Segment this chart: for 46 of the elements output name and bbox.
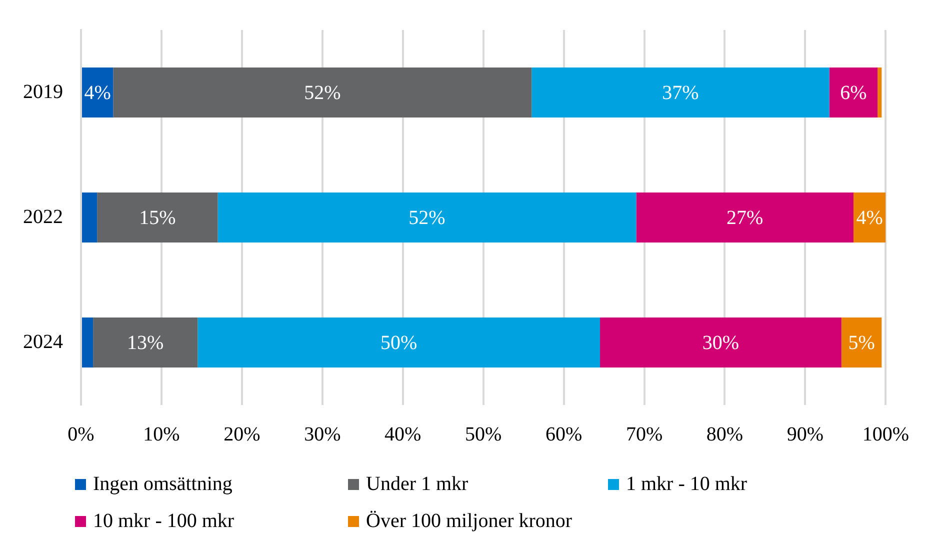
bar	[113, 68, 532, 118]
x-tick-label: 60%	[545, 423, 582, 446]
bar	[853, 192, 886, 242]
data-label: 15%	[139, 206, 176, 229]
x-tick-label: 100%	[862, 423, 910, 446]
bar	[600, 318, 842, 368]
data-label: 5%	[848, 332, 875, 354]
data-label: 27%	[726, 206, 764, 229]
data-label: 52%	[304, 82, 341, 104]
data-label: 52%	[408, 206, 446, 229]
x-tick-label: 20%	[224, 423, 260, 446]
legend-label: Över 100 miljoner kronor	[366, 509, 572, 533]
x-tick-label: 50%	[465, 423, 502, 446]
bar	[198, 318, 600, 368]
bar	[878, 68, 882, 118]
x-tick-label: 40%	[384, 423, 422, 446]
bar	[93, 318, 198, 368]
bar	[82, 192, 98, 242]
x-tick-label: 30%	[304, 423, 341, 446]
data-label: 6%	[840, 82, 867, 104]
bar	[82, 68, 114, 118]
legend-label: Ingen omsättning	[93, 472, 232, 496]
data-label: 30%	[702, 332, 740, 354]
data-label: 13%	[127, 332, 164, 354]
legend-label: 1 mkr - 10 mkr	[626, 472, 748, 496]
legend-label: Under 1 mkr	[366, 472, 468, 496]
x-tick-label: 0%	[68, 423, 94, 446]
bar	[97, 192, 218, 242]
legend-label: 10 mkr - 100 mkr	[93, 509, 234, 533]
data-label: 37%	[662, 82, 699, 104]
y-tick-label: 2022	[23, 206, 63, 228]
data-label: 4%	[856, 206, 883, 229]
y-tick-label: 2024	[23, 330, 63, 353]
x-tick-label: 70%	[626, 423, 663, 446]
data-label: 4%	[84, 82, 111, 104]
bar	[218, 192, 636, 242]
bar	[829, 68, 878, 118]
y-tick-label: 2019	[23, 80, 63, 103]
x-tick-label: 90%	[786, 423, 824, 446]
bar	[841, 318, 882, 368]
bar	[82, 318, 94, 368]
data-label: 50%	[380, 332, 418, 354]
x-tick-label: 80%	[706, 423, 744, 446]
bar	[636, 192, 854, 242]
bar	[532, 68, 830, 118]
x-tick-label: 10%	[143, 423, 180, 446]
